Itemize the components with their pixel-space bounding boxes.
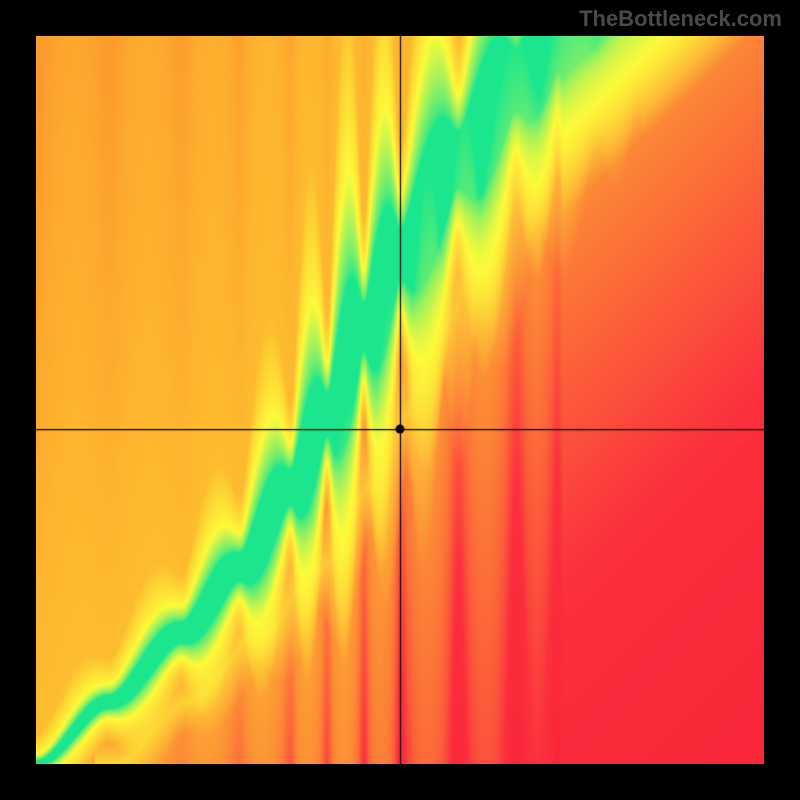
chart-container: TheBottleneck.com	[0, 0, 800, 800]
watermark-text: TheBottleneck.com	[579, 6, 782, 32]
bottleneck-heatmap	[36, 36, 764, 764]
